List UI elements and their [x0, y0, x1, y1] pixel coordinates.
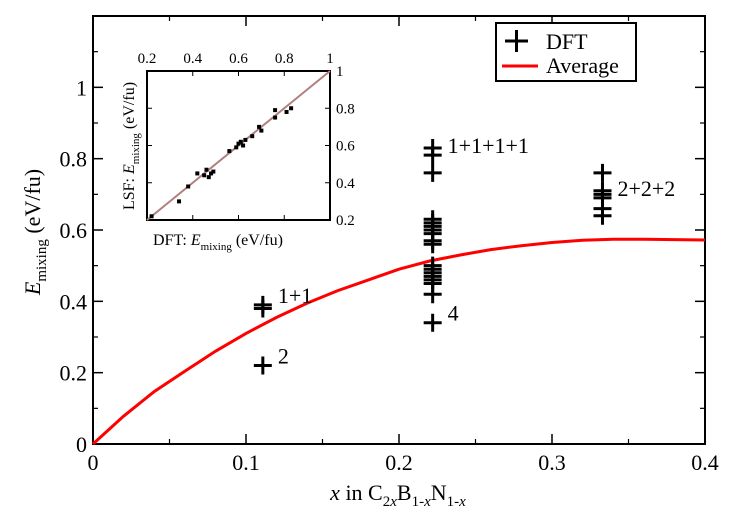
dft-point: [423, 285, 442, 304]
inset-y-tick-label: 0.6: [336, 139, 355, 155]
inset-point: [250, 134, 255, 139]
x-axis-label: x in C2xB1-xN1-x: [329, 480, 466, 510]
y-tick-label: 1: [76, 75, 87, 100]
inset-point: [209, 171, 214, 176]
inset-point: [257, 124, 262, 129]
inset-y-axis-label: LSF: Emixing (eV/fu): [121, 82, 142, 210]
point-annotation: 2: [278, 344, 289, 369]
inset-point: [206, 175, 211, 180]
inset-plot: 0.2 0.4 0.6 0.8 1 0.2 0.4 0.6 0.8 1 DFT: Emixing (…: [121, 51, 355, 253]
inset-x-tick-label: 0.6: [229, 51, 248, 67]
inset-point: [204, 167, 209, 172]
dft-point: [423, 235, 442, 254]
inset-x-axis-label: DFT: Emixing (eV/fu): [153, 232, 283, 253]
point-annotation: 1+1+1+1: [448, 133, 529, 158]
main-plot: 0 0.1 0.2 0.3 0.4 0 0.2 0.4 0.6 0.8 1 x in C2xB1-xN…: [20, 15, 719, 510]
inset-point: [259, 128, 264, 133]
inset-point: [273, 108, 278, 113]
inset-point: [234, 145, 239, 150]
dft-point: [423, 313, 442, 332]
legend-dft-marker: [505, 30, 528, 52]
dft-point: [253, 299, 272, 318]
inset-point: [238, 139, 243, 144]
legend-average-label: Average: [546, 53, 619, 78]
inset-x-tick-label: 1: [326, 51, 334, 67]
inset-x-tick-label: 0.8: [275, 51, 294, 67]
inset-y-tick-label: 1: [336, 64, 344, 80]
inset-point: [289, 106, 294, 111]
y-axis-label: Emixing (eV/fu): [20, 169, 50, 296]
dft-point: [593, 163, 612, 182]
y-tick-label: 0.8: [60, 147, 88, 172]
dft-point: [253, 356, 272, 375]
inset-point: [186, 184, 191, 189]
point-annotation: 1+1: [278, 283, 312, 308]
inset-point: [243, 137, 248, 142]
inset-y-tick-label: 0.8: [336, 101, 355, 117]
inset-point: [227, 149, 232, 154]
x-tick-label: 0.1: [232, 450, 260, 475]
point-annotation: 4: [448, 301, 459, 326]
y-tick-label: 0: [76, 432, 87, 457]
dft-point: [423, 146, 442, 165]
x-tick-label: 0.3: [538, 450, 566, 475]
y-tick-label: 0.6: [60, 218, 88, 243]
inset-point: [149, 214, 154, 219]
inset-y-tick-label: 0.4: [336, 176, 355, 192]
x-tick-label: 0.2: [385, 450, 413, 475]
inset-x-tick-label: 0.4: [183, 51, 202, 67]
inset-point: [202, 173, 207, 178]
dft-point: [423, 163, 442, 182]
inset-point: [284, 109, 289, 114]
inset-point: [195, 171, 200, 176]
x-tick-label: 0.4: [691, 450, 719, 475]
inset-point: [236, 141, 241, 146]
y-tick-label: 0.4: [60, 289, 88, 314]
inset-point: [177, 199, 182, 204]
legend-dft-label: DFT: [546, 29, 588, 54]
inset-y-tick-label: 0.2: [336, 213, 355, 229]
point-annotation: 2+2+2: [617, 176, 675, 201]
inset-point: [211, 169, 216, 174]
inset-point: [273, 115, 278, 120]
inset-x-tick-label: 0.2: [138, 51, 157, 67]
y-tick-label: 0.2: [60, 361, 88, 386]
legend-box: [495, 22, 637, 82]
average-line: [91, 237, 706, 446]
inset-point: [241, 143, 246, 148]
dft-point: [593, 206, 612, 225]
x-tick-label: 0: [88, 450, 99, 475]
